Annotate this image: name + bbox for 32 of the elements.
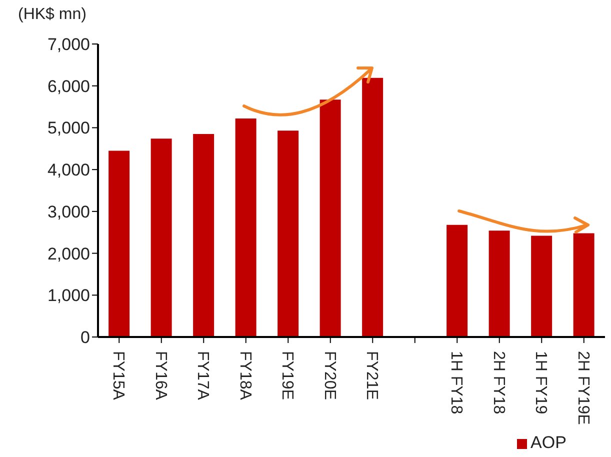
x-tick-label: FY20E	[320, 351, 338, 400]
x-tick-label: FY16A	[152, 351, 169, 400]
y-tick-label: 7,000	[47, 35, 90, 54]
y-tick-label: 4,000	[47, 160, 90, 180]
bar	[531, 236, 552, 337]
bar	[108, 150, 130, 337]
bar	[573, 233, 594, 337]
bar	[488, 230, 510, 337]
bar	[362, 78, 384, 337]
bar	[278, 130, 299, 337]
x-tick-label: FY18A	[236, 351, 254, 400]
x-tick-label: FY21E	[363, 351, 380, 400]
bar	[446, 224, 468, 337]
y-tick-label: 6,000	[47, 76, 90, 96]
bar	[150, 138, 172, 337]
y-axis-title: (HK$ mn)	[18, 6, 86, 24]
legend-label: AOP	[530, 433, 566, 452]
bar	[193, 134, 214, 337]
x-tick-label: FY15A	[110, 351, 127, 400]
x-tick-label: 1H FY19	[532, 351, 550, 414]
y-tick-label: 5,000	[47, 118, 90, 138]
y-tick-label: 2,000	[47, 244, 90, 264]
bar	[235, 118, 256, 337]
bar	[320, 100, 341, 337]
x-tick-label: 1H FY18	[448, 351, 465, 414]
x-tick-label: 2H FY19E	[574, 351, 592, 425]
y-tick-label: 0	[80, 328, 90, 348]
y-tick-label: 3,000	[47, 202, 90, 222]
y-tick-label: 1,000	[47, 286, 90, 306]
x-tick-label: FY17A	[194, 351, 212, 400]
x-tick-label: FY19E	[278, 351, 296, 400]
x-tick-label: 2H FY18	[490, 351, 507, 414]
